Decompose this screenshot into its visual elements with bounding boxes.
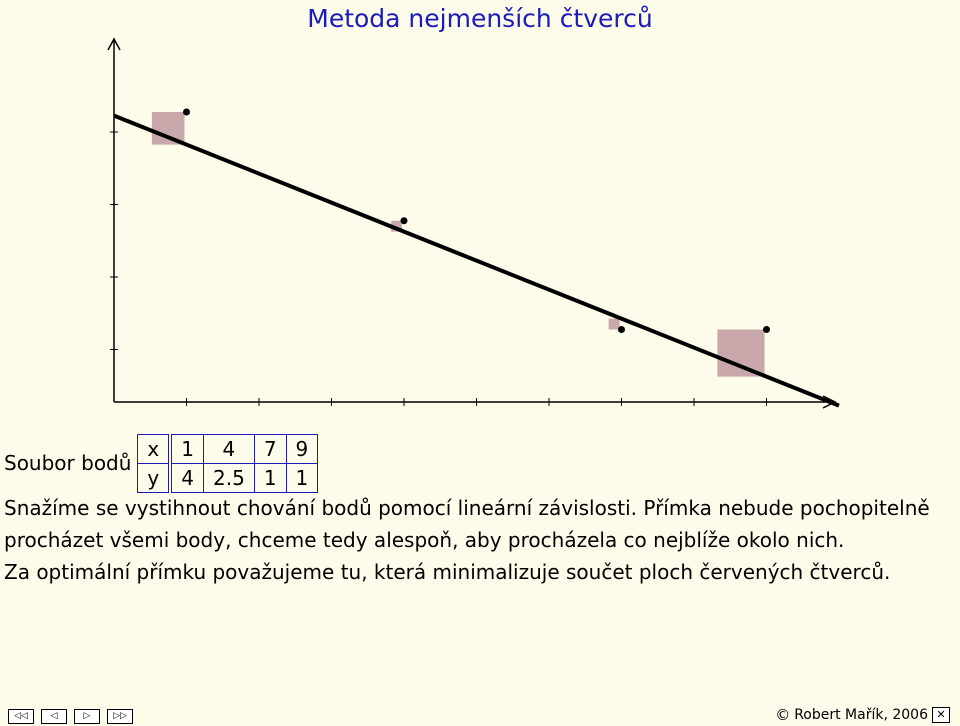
table-cell: 1 [253, 462, 287, 493]
data-table: x 1 4 7 9 y 4 2.5 1 1 [137, 433, 319, 493]
author-credit: Robert Mařík, 2006 [794, 707, 928, 723]
slide-title: Metoda nejmenších čtverců [307, 4, 653, 33]
table-row-x: x 1 4 7 9 [137, 433, 319, 464]
data-point [763, 326, 770, 333]
data-point [400, 217, 408, 225]
table-cell: 4 [169, 462, 205, 493]
table-cell: 1 [285, 462, 319, 493]
text-line: Snažíme se vystihnout chování bodů pomoc… [4, 496, 930, 520]
table-cell: 7 [253, 433, 287, 464]
explanation-text: Snažíme se vystihnout chování bodů pomoc… [4, 492, 954, 588]
table-cell: 2.5 [203, 462, 255, 493]
table-row-y: y 4 2.5 1 1 [137, 462, 319, 493]
regression-line [113, 113, 840, 408]
table-header-y: y [137, 462, 173, 493]
close-button[interactable]: ✕ [932, 707, 950, 723]
data-set: Soubor bodů x 1 4 7 9 y 4 2.5 1 1 [4, 432, 319, 494]
residual-square [391, 220, 402, 232]
data-set-label: Soubor bodů [4, 451, 132, 475]
slide-navigation: ◁◁ ◁ ▷ ▷▷ [8, 709, 133, 724]
residual-square [717, 329, 765, 377]
y-axis-arrow [107, 37, 121, 51]
next-slide-button[interactable]: ▷ [74, 709, 100, 724]
table-cell: 4 [203, 433, 255, 464]
data-point [618, 326, 625, 333]
text-line: procházet všemi body, chceme tedy alespo… [4, 528, 845, 552]
residual-square [608, 318, 620, 330]
copyright-icon: © [775, 706, 791, 724]
footer: © Robert Mařík, 2006 ✕ [775, 706, 950, 724]
previous-slide-button[interactable]: ◁ [41, 709, 67, 724]
first-slide-button[interactable]: ◁◁ [8, 709, 34, 724]
data-point [183, 108, 190, 116]
text-line: Za optimální přímku považujeme tu, která… [4, 560, 891, 584]
table-cell: 9 [285, 433, 319, 464]
last-slide-button[interactable]: ▷▷ [107, 709, 133, 724]
table-header-x: x [137, 433, 173, 464]
least-squares-plot [107, 37, 840, 409]
table-cell: 1 [169, 433, 205, 464]
